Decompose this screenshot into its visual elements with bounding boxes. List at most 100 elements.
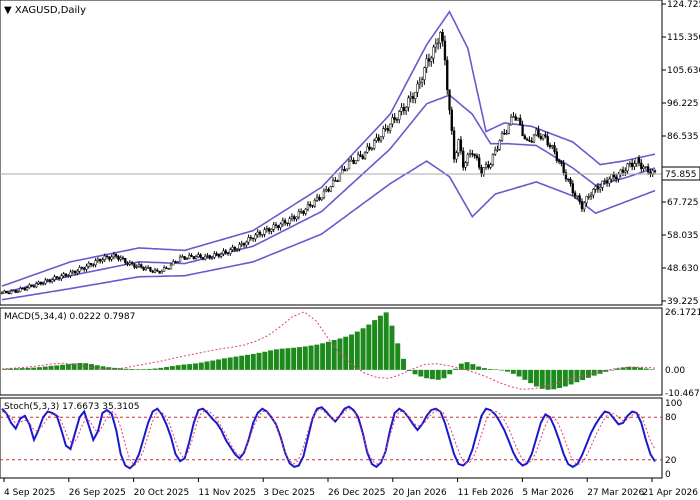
candle [473,153,476,159]
candle [560,160,563,167]
candle [130,260,134,266]
candle [51,277,54,284]
candle [254,232,257,242]
stoch-label: Stoch(5,3,3) 17.6673 35.3105 [4,402,139,412]
macd-bar [158,367,164,370]
bollinger-bands [1,10,656,301]
macd-bar [187,364,193,370]
date-tick-label: 26 Dec 2025 [328,488,386,498]
macd-label: MACD(5,34,4) 0.0222 0.7987 [4,312,135,322]
candle [500,131,504,142]
candle [105,254,109,260]
candle [484,161,488,170]
candle [478,153,481,170]
candle [249,235,253,241]
macd-signal-path [1,311,656,390]
candle [194,254,198,260]
candle [418,77,421,89]
window-title: XAGUSD,Daily [15,5,86,16]
candle [213,251,216,260]
macd-bar [262,351,268,370]
candle [411,92,415,104]
candle [489,162,492,170]
macd-bar [320,343,326,370]
candle [420,76,424,88]
candle [537,125,540,138]
macd-bar [100,366,106,370]
candle [302,210,305,216]
macd-bar [77,363,83,370]
macd-bar [314,344,320,370]
candle [647,163,650,175]
candle [23,287,26,291]
candle [423,66,426,85]
candle [327,187,330,193]
macd-bar [198,362,204,370]
candle [183,255,186,260]
macd-bar [487,368,493,370]
macd-bar [401,358,407,370]
candle [245,240,248,248]
macd-bar [204,361,210,370]
macd-bar [227,357,233,370]
macd-bar [343,336,349,370]
candle [178,254,182,263]
candle [41,281,45,286]
candle [370,146,374,151]
candle [267,227,271,235]
macd-tick-label: 0.00 [665,366,685,376]
macd-bar [470,364,476,370]
candle [539,133,542,141]
macd-bar [649,369,655,371]
candle [174,260,177,263]
candle [637,155,641,167]
price-tick-label: 124.725 [667,0,700,10]
candle [76,269,79,276]
candle [347,158,351,170]
candle [32,284,36,289]
candle [311,204,314,208]
candle [286,222,289,227]
candle [601,180,604,192]
candle [293,214,296,222]
macd-bar [216,359,222,370]
stoch-tick-label: 80 [665,413,677,423]
candle [304,207,307,216]
macd-bar [424,369,430,379]
macd-bar [453,368,459,370]
macd-bar [308,345,314,370]
candle [557,158,561,165]
candle [217,253,221,259]
macd-bar [585,369,591,378]
candle [270,228,273,235]
candle [185,257,189,261]
candle [299,208,303,214]
macd-bar [291,347,297,370]
candle [87,261,90,269]
candle [67,273,70,278]
macd-bar [268,350,274,370]
macd-bar [250,353,256,370]
date-tick-label: 11 Nov 2025 [198,488,256,498]
candle [564,169,568,182]
candle [569,177,572,187]
candle [261,233,264,238]
price-axis: 124.725 115.350 105.630 96.225 86.535 67.725 5… [662,0,700,307]
candle [297,208,300,220]
candle [309,201,312,208]
candle [277,224,280,231]
macd-tick-label: 26.1721 [665,308,700,318]
candle [498,139,501,151]
candle [295,216,298,222]
candle [583,201,586,213]
candle [210,256,214,260]
macd-bar [221,358,227,370]
macd-bar [42,366,48,370]
candle [222,248,225,257]
candle [96,257,100,264]
macd-bar [192,363,198,370]
stoch-panel[interactable] [0,397,663,479]
candle [640,159,643,172]
bollinger-lower-line [1,160,656,301]
stoch-main-line [1,405,656,470]
